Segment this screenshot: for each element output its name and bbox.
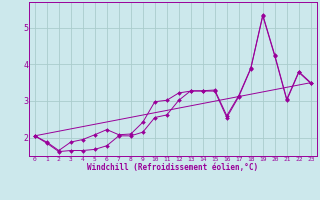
X-axis label: Windchill (Refroidissement éolien,°C): Windchill (Refroidissement éolien,°C) xyxy=(87,163,258,172)
